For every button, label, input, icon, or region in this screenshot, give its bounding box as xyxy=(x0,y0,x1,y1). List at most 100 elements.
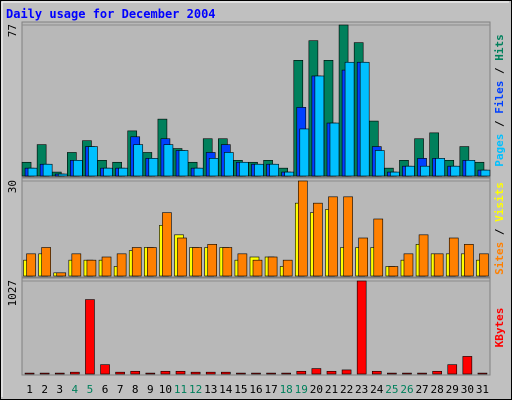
x-tick-label: 25 xyxy=(385,383,398,396)
bar xyxy=(282,259,293,277)
bar xyxy=(403,253,414,277)
x-tick-label: 30 xyxy=(461,383,474,396)
bar xyxy=(448,237,459,277)
bar xyxy=(207,244,218,277)
bar xyxy=(373,218,384,277)
bar xyxy=(465,160,476,177)
bar xyxy=(24,372,35,375)
bar xyxy=(163,144,174,177)
bar xyxy=(26,253,36,277)
bar xyxy=(190,371,201,375)
bar xyxy=(374,150,385,177)
bar xyxy=(147,247,157,277)
bar xyxy=(252,259,263,277)
bar xyxy=(402,372,412,375)
bar xyxy=(222,247,233,277)
bar xyxy=(433,253,444,277)
bar xyxy=(224,152,234,177)
bar xyxy=(131,247,142,277)
x-tick-label: 22 xyxy=(340,383,353,396)
legend-entry: Sites xyxy=(493,242,506,275)
x-tick-label: 24 xyxy=(370,383,384,396)
bar xyxy=(103,167,113,177)
bar xyxy=(115,371,125,375)
bar xyxy=(281,372,291,375)
bar xyxy=(85,299,95,375)
bar xyxy=(477,372,488,375)
x-tick-label: 11 xyxy=(174,383,187,396)
bar xyxy=(329,122,340,177)
legend-entry: Pages xyxy=(493,134,506,167)
x-tick-label: 23 xyxy=(355,383,368,396)
bar xyxy=(269,163,279,177)
y-tick-label: 77 xyxy=(6,24,19,37)
bar xyxy=(311,368,322,375)
bar xyxy=(417,372,427,375)
bar xyxy=(432,370,442,375)
y-tick-label: 1027 xyxy=(6,280,19,307)
bar xyxy=(130,370,141,375)
bar xyxy=(297,180,308,277)
bar xyxy=(205,371,216,375)
x-tick-label: 7 xyxy=(117,383,124,396)
bar xyxy=(73,160,83,177)
bar xyxy=(71,253,82,277)
x-tick-label: 17 xyxy=(264,383,277,396)
legend-separator: / xyxy=(493,61,506,81)
bar xyxy=(343,196,353,277)
bar xyxy=(450,165,461,177)
bar xyxy=(251,372,261,375)
x-tick-label: 10 xyxy=(159,383,172,396)
x-tick-label: 4 xyxy=(72,383,79,396)
bar xyxy=(388,266,399,277)
bar xyxy=(133,144,144,177)
x-tick-label: 18 xyxy=(280,383,293,396)
bar xyxy=(145,372,156,375)
bar xyxy=(435,158,445,177)
legend: KBytes xyxy=(493,308,506,348)
bar xyxy=(328,196,338,277)
plot-area xyxy=(21,277,491,376)
bar xyxy=(239,161,249,177)
x-tick-label: 14 xyxy=(219,383,233,396)
bar xyxy=(356,280,367,375)
plot-area xyxy=(21,21,491,178)
bar xyxy=(208,158,219,177)
bar xyxy=(236,372,246,375)
legend-entry: Files xyxy=(493,81,506,114)
bar xyxy=(479,253,489,277)
bar xyxy=(266,372,276,375)
legend-entry: KBytes xyxy=(493,308,506,348)
bar xyxy=(284,171,294,177)
bar xyxy=(86,259,97,277)
bar xyxy=(57,173,68,177)
x-tick-label: 15 xyxy=(234,383,247,396)
legend-separator: / xyxy=(493,222,506,242)
bar xyxy=(88,146,98,177)
x-tick-label: 29 xyxy=(446,383,459,396)
bar xyxy=(358,237,368,277)
bar xyxy=(254,163,264,177)
legend-separator: / xyxy=(493,114,506,134)
bar xyxy=(56,272,67,277)
bar xyxy=(160,370,171,375)
bar xyxy=(464,244,474,277)
bar xyxy=(162,212,172,277)
bar xyxy=(418,234,429,277)
bar xyxy=(42,163,53,177)
bar xyxy=(344,61,355,177)
bar xyxy=(101,256,112,277)
bar xyxy=(39,372,50,375)
bar xyxy=(177,237,187,277)
chart-title: Daily usage for December 2004 xyxy=(6,7,216,21)
x-tick-label: 27 xyxy=(415,383,428,396)
bar xyxy=(387,372,397,375)
bar xyxy=(192,247,202,277)
legend: Sites / Visits xyxy=(493,182,506,275)
x-tick-label: 28 xyxy=(431,383,444,396)
bar xyxy=(390,171,400,177)
bar xyxy=(70,371,80,375)
bar xyxy=(175,370,186,375)
x-tick-label: 12 xyxy=(189,383,202,396)
